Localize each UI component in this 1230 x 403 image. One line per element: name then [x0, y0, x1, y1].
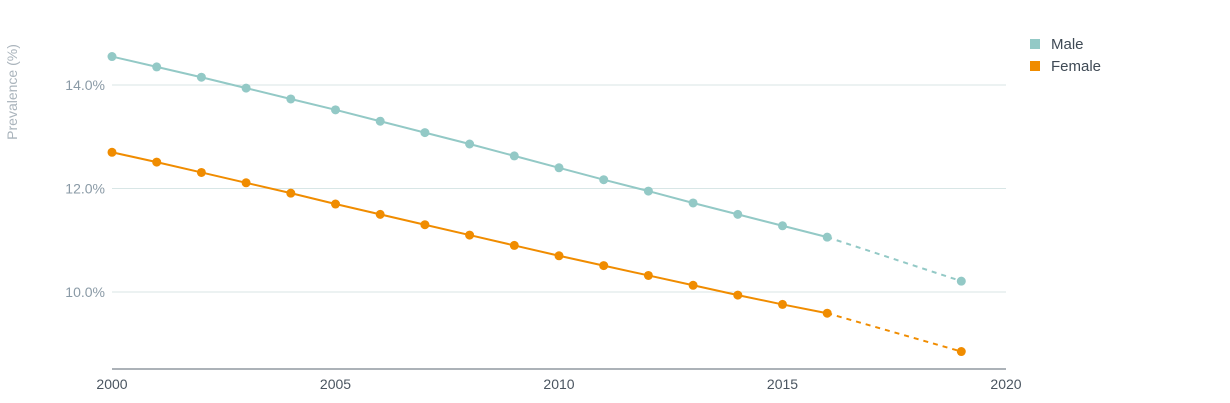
data-point[interactable]	[509, 151, 519, 161]
y-tick-label: 14.0%	[65, 77, 105, 93]
data-point[interactable]	[420, 128, 430, 138]
data-point[interactable]	[733, 209, 743, 219]
y-axis-title: Prevalence (%)	[4, 44, 20, 140]
data-point[interactable]	[241, 178, 251, 188]
data-point[interactable]	[778, 299, 787, 309]
series-line-projection	[826, 236, 962, 283]
data-point[interactable]	[599, 175, 609, 185]
data-point[interactable]	[375, 209, 385, 219]
x-tick-label: 2015	[767, 376, 798, 392]
data-point[interactable]	[688, 280, 698, 290]
data-point[interactable]	[956, 347, 966, 357]
x-axis-ticks: 2000 2005 2010 2015 2020	[96, 376, 1021, 392]
data-point[interactable]	[331, 199, 340, 209]
data-point[interactable]	[465, 139, 475, 149]
data-point[interactable]	[196, 72, 206, 82]
data-point[interactable]	[554, 251, 564, 261]
x-tick-label: 2000	[96, 376, 127, 392]
x-tick-label: 2010	[543, 376, 574, 392]
y-axis-ticks: 10.0% 12.0% 14.0%	[65, 77, 105, 300]
series-female	[107, 147, 966, 357]
legend-item-female[interactable]: Female	[1030, 55, 1101, 77]
data-point[interactable]	[733, 290, 743, 300]
data-point[interactable]	[822, 232, 832, 242]
data-point[interactable]	[599, 261, 609, 271]
legend-item-male[interactable]: Male	[1030, 33, 1101, 55]
data-point[interactable]	[688, 198, 698, 208]
data-point[interactable]	[509, 240, 519, 250]
data-point[interactable]	[286, 188, 296, 198]
y-tick-label: 12.0%	[65, 181, 105, 197]
data-point[interactable]	[822, 308, 832, 318]
data-point[interactable]	[643, 270, 653, 280]
x-tick-label: 2005	[320, 376, 351, 392]
data-point[interactable]	[107, 147, 117, 157]
data-point[interactable]	[152, 62, 162, 72]
legend-swatch-female	[1030, 61, 1040, 71]
gridlines	[112, 84, 1006, 293]
legend: Male Female	[1030, 33, 1101, 77]
data-point[interactable]	[196, 167, 206, 177]
data-point[interactable]	[331, 105, 340, 115]
data-point[interactable]	[107, 52, 117, 62]
data-point[interactable]	[375, 116, 385, 126]
legend-label-female: Female	[1051, 57, 1102, 75]
y-tick-label: 10.0%	[65, 284, 105, 300]
data-point[interactable]	[956, 276, 966, 286]
data-point[interactable]	[465, 230, 475, 240]
data-point[interactable]	[778, 221, 787, 231]
data-point[interactable]	[152, 157, 162, 167]
data-point[interactable]	[286, 94, 296, 104]
data-point[interactable]	[554, 163, 564, 173]
data-point[interactable]	[241, 83, 251, 93]
series-line-projection	[826, 312, 962, 353]
x-tick-label: 2020	[990, 376, 1021, 392]
data-point[interactable]	[643, 186, 653, 196]
series-layer	[107, 52, 966, 357]
legend-swatch-male	[1030, 39, 1040, 49]
legend-label-male: Male	[1051, 35, 1084, 53]
data-point[interactable]	[420, 220, 430, 230]
series-male	[107, 52, 966, 286]
